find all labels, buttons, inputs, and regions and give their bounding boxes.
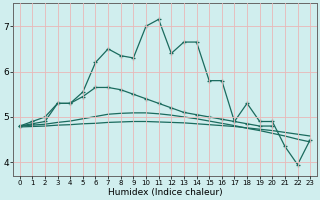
X-axis label: Humidex (Indice chaleur): Humidex (Indice chaleur) xyxy=(108,188,222,197)
